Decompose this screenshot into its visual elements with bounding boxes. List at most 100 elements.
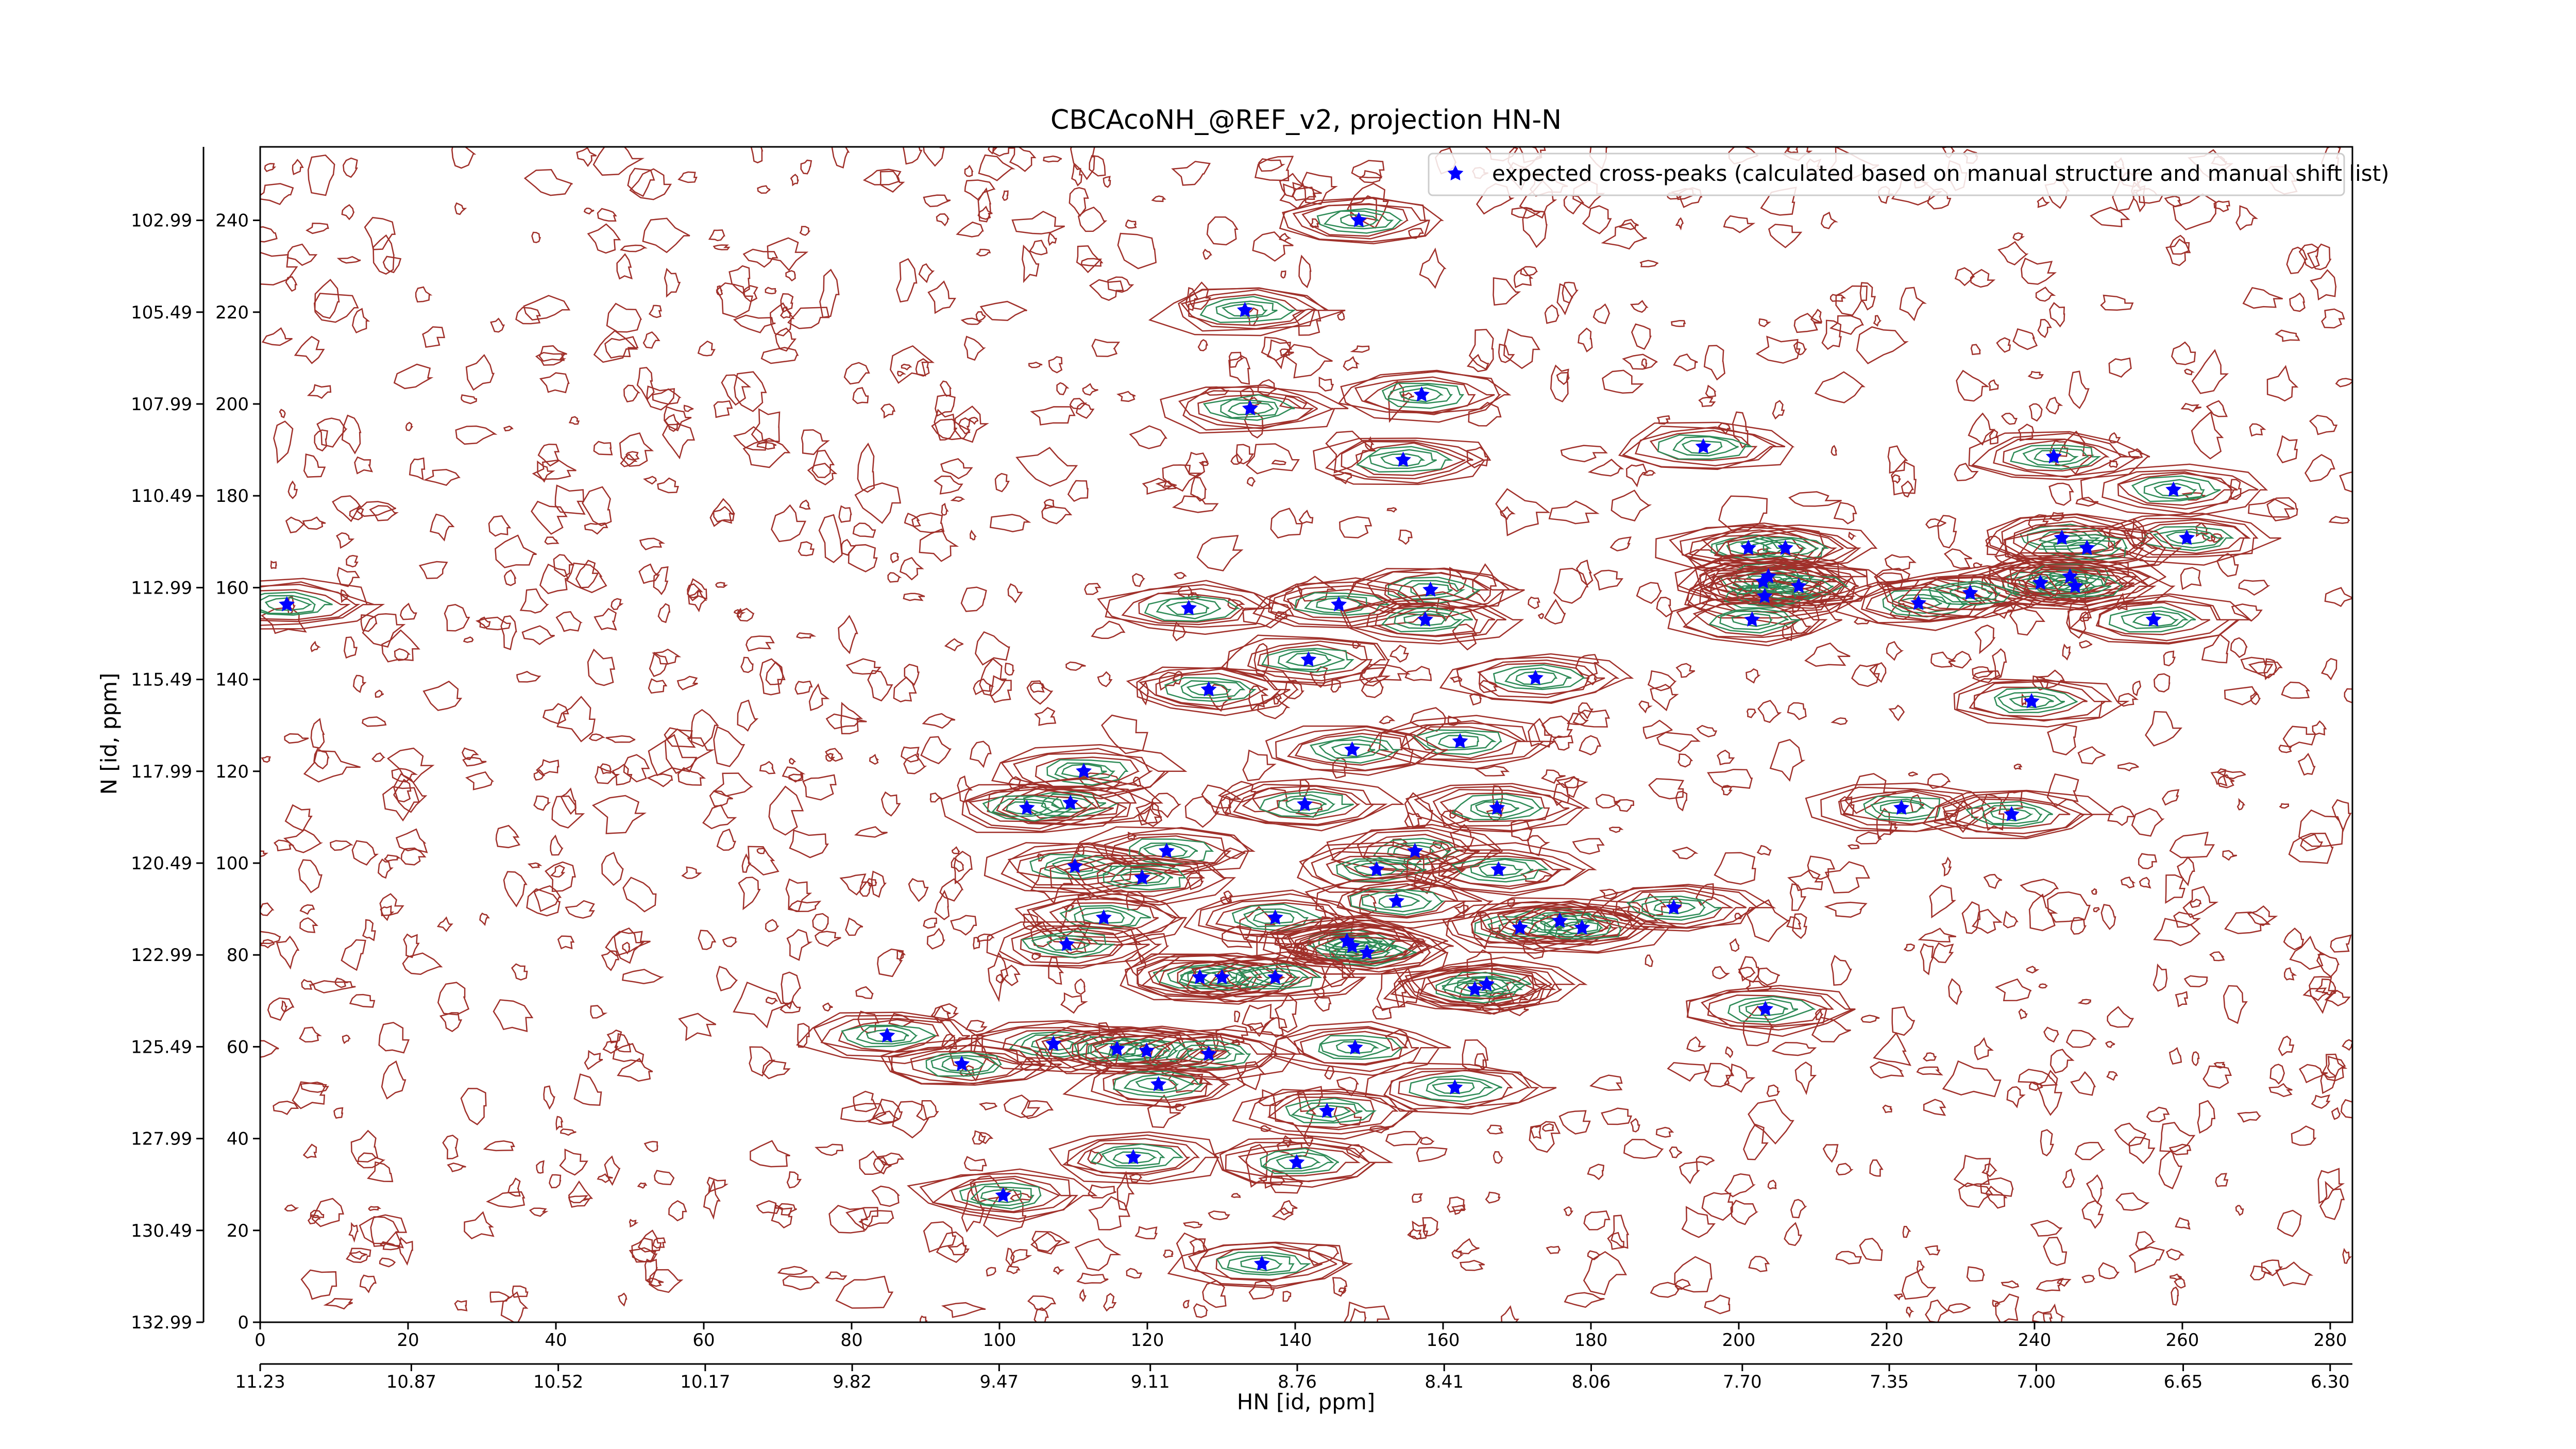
noise-contour (422, 326, 446, 348)
noise-contour (415, 286, 433, 303)
noise-contour (2168, 1143, 2192, 1156)
noise-contour (646, 773, 673, 787)
peak-contour (1456, 656, 1620, 703)
noise-contour (1003, 1094, 1041, 1118)
peak-contour (1124, 955, 1284, 999)
noise-contour (1544, 598, 1566, 625)
peak-contour (1294, 592, 1391, 616)
y2-tick-label: 115.49 (131, 670, 192, 690)
noise-contour (2289, 292, 2306, 312)
noise-contour (595, 766, 620, 784)
x-tick-label: 220 (1870, 1330, 1904, 1351)
noise-contour (1873, 1032, 1912, 1066)
noise-contour (777, 1266, 808, 1275)
peak-contour (2033, 450, 2079, 463)
noise-contour (381, 1060, 406, 1100)
peak-contour (1090, 827, 1251, 876)
noise-contour (1279, 232, 1292, 242)
noise-contour (2166, 1248, 2185, 1261)
noise-contour (950, 496, 965, 502)
noise-contour (362, 919, 376, 941)
noise-contour (294, 335, 325, 364)
noise-contour (349, 507, 364, 520)
noise-contour (1793, 341, 1807, 356)
noise-contour (2236, 1111, 2262, 1123)
peak-contour (1293, 1027, 1419, 1065)
peak-contour (1982, 804, 2043, 824)
noise-contour (2328, 516, 2350, 524)
peak-contour (1465, 976, 1509, 992)
noise-contour (313, 293, 359, 323)
y2-tick-label: 120.49 (131, 853, 192, 874)
peak-marker (1388, 892, 1405, 908)
noise-contour (597, 208, 617, 222)
noise-contour (292, 1081, 327, 1109)
peak-contour (1240, 1257, 1283, 1272)
noise-contour (2075, 496, 2099, 507)
noise-contour (386, 747, 435, 783)
noise-contour (855, 986, 874, 999)
peak-contour (1968, 431, 2150, 481)
noise-contour (1583, 1251, 1628, 1295)
noise-contour (1583, 1210, 1611, 1231)
peak-contour (1397, 968, 1556, 1015)
peak-contour (1380, 453, 1426, 467)
noise-contour (2238, 579, 2270, 596)
noise-contour (286, 243, 318, 266)
noise-contour (629, 1219, 639, 1228)
peak-contour (980, 1189, 1022, 1203)
noise-contour (2091, 888, 2098, 895)
peak-marker (1422, 581, 1439, 597)
peak-contour (1261, 1151, 1334, 1172)
noise-contour (1473, 765, 1510, 777)
noise-contour (786, 929, 813, 961)
noise-contour (1276, 1139, 1310, 1158)
noise-contour (887, 572, 902, 583)
noise-contour (1260, 1125, 1273, 1132)
peak-contour (2097, 600, 2231, 642)
peak-contour (1398, 1069, 1513, 1106)
noise-contour (1575, 559, 1594, 586)
peak-contour (1221, 303, 1268, 317)
noise-contour (1607, 1232, 1624, 1250)
noise-contour (1856, 326, 1909, 364)
noise-contour (1892, 474, 1901, 484)
noise-contour (1922, 1052, 1937, 1062)
noise-contour (2235, 1205, 2244, 1216)
noise-contour (403, 933, 420, 958)
noise-contour (1404, 666, 1432, 681)
noise-contour (709, 790, 733, 807)
noise-contour (2278, 1035, 2295, 1056)
noise-contour (1675, 790, 1688, 812)
noise-contour (698, 930, 717, 950)
noise-contour (1611, 490, 1652, 521)
noise-contour (708, 229, 725, 242)
legend: expected cross-peaks (calculated based o… (1428, 153, 2389, 196)
peak-marker (1395, 451, 1411, 467)
peak-contour (1316, 208, 1403, 234)
peak-contour (1442, 971, 1532, 998)
noise-contour (2114, 1122, 2146, 1147)
noise-contour (1608, 827, 1624, 833)
noise-contour (642, 331, 660, 349)
noise-contour (597, 1173, 613, 1183)
noise-contour (1468, 401, 1502, 427)
noise-contour (721, 374, 752, 406)
noise-contour (1995, 978, 2032, 1001)
noise-contour (2037, 318, 2052, 339)
peak-marker (2054, 529, 2070, 545)
peak-contour (1367, 715, 1557, 769)
noise-contour (604, 336, 639, 359)
noise-contour (2222, 850, 2238, 861)
noise-contour (903, 593, 925, 601)
noise-contour (1985, 535, 2005, 555)
noise-contour (1511, 819, 1533, 841)
y-tick-label: 120 (215, 762, 249, 782)
noise-contour (465, 771, 495, 790)
noise-contour (260, 251, 298, 285)
peak-contour (1949, 585, 1994, 599)
peak-contour (1470, 798, 1534, 819)
peak-contour (1387, 384, 1453, 404)
